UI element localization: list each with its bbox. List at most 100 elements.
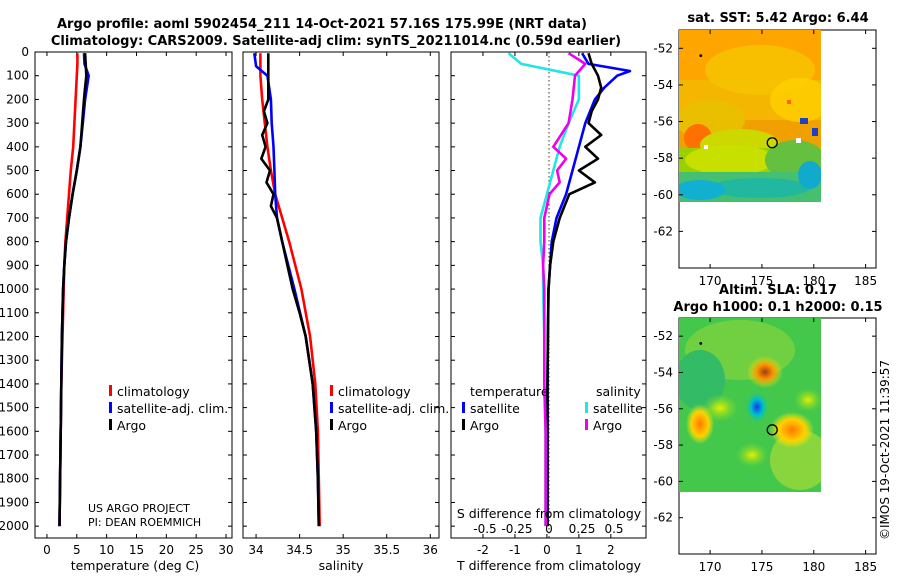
map-y-label: -60 (653, 188, 673, 202)
sst-map-title: sat. SST: 5.42 Argo: 6.44 (687, 11, 868, 26)
map-x-label: 185 (854, 560, 877, 574)
legend-swatch-satellite (109, 402, 112, 413)
sst-map: sat. SST: 5.42 Argo: 6.44 170 175 180 185 -5… (653, 11, 877, 288)
y-tick-label: 1800 (0, 472, 29, 486)
y-tick-label: 1300 (0, 353, 29, 367)
map-y-label: -52 (653, 41, 673, 55)
y-tick-label: 1500 (0, 401, 29, 415)
series-argo (259, 53, 321, 527)
y-tick-label: 1900 (0, 495, 29, 509)
legend-temperature-title: temperature (470, 384, 549, 399)
s-tick-05: 0.5 (604, 522, 623, 536)
series-salinity-argo (541, 52, 587, 527)
difference-lines (507, 52, 632, 527)
legend3-t-argo: Argo (470, 418, 499, 433)
sla-map-ticks: 170 175 180 185 -52 -54 -56 -58 -60 -62 (653, 318, 877, 574)
y-tick-label: 1000 (0, 282, 29, 296)
y-tick-label: 0 (21, 45, 29, 59)
map-y-label: -60 (653, 474, 673, 488)
sla-float-marker (766, 424, 778, 436)
legend3-t-satellite: satellite (470, 401, 520, 416)
y-tick-label: 700 (6, 211, 29, 225)
x-tick-label: 35 (336, 543, 351, 557)
x-tick-label: 10 (99, 543, 114, 557)
y-tick-label: 900 (6, 258, 29, 272)
salinity-panel: 34 34.5 35 35.5 36 salinity climatology sate… (242, 51, 449, 573)
temperature-panel: 0 5 10 15 20 25 30 010020030040050060070080090… (0, 45, 646, 573)
salinity-axes (242, 51, 440, 539)
difference-x-ticks: -2 -1 0 1 2 (477, 52, 615, 557)
x-tick-label: 34.5 (286, 543, 313, 557)
legend2-satellite: satellite-adj. clim. (338, 401, 449, 416)
y-tick-label: 1400 (0, 377, 29, 391)
y-tick-label: 1200 (0, 329, 29, 343)
difference-axes (450, 51, 647, 539)
series-temperature-argo (546, 52, 603, 527)
difference-panel: -2 -1 0 1 2 T difference from climatology S … (450, 51, 647, 573)
x-tick-label: 0 (43, 543, 51, 557)
x-tick-label: 2 (607, 543, 615, 557)
y-tick-label: 1100 (0, 306, 29, 320)
x-tick-label: 0 (543, 543, 551, 557)
sst-map-ticks: 170 175 180 185 -52 -54 -56 -58 -60 -62 (653, 30, 877, 288)
x-tick-label: 30 (218, 543, 233, 557)
legend-argo: Argo (117, 418, 146, 433)
y-tick-label: 800 (6, 235, 29, 249)
legend2-argo: Argo (338, 418, 367, 433)
sst-float-marker (766, 137, 778, 149)
map-x-label: 180 (802, 560, 825, 574)
sla-prior-position (699, 342, 703, 345)
legend-salinity-title: salinity (596, 384, 641, 399)
salinity-lines (253, 53, 321, 527)
map-y-label: -62 (653, 224, 673, 238)
legend2-swatch-satellite (330, 402, 333, 413)
x-tick-label: 15 (129, 543, 144, 557)
map-x-label: 175 (750, 560, 773, 574)
map-x-label: 170 (699, 274, 722, 288)
x-tick-label: 20 (159, 543, 174, 557)
map-x-label: 185 (854, 274, 877, 288)
map-x-label: 180 (802, 274, 825, 288)
s-tick-m05: -0.5 (473, 522, 496, 536)
difference-xlabel: T difference from climatology (456, 558, 642, 573)
legend3-swatch-s-argo (585, 419, 588, 430)
map-y-label: -52 (653, 329, 673, 343)
s-tick-0: 0 (545, 522, 553, 536)
x-tick-label: 36 (423, 543, 438, 557)
x-tick-label: -2 (477, 543, 489, 557)
map-y-label: -58 (653, 151, 673, 165)
legend2-swatch-climatology (330, 385, 333, 396)
map-y-label: -54 (653, 78, 673, 92)
legend3-s-satellite: satellite (593, 401, 643, 416)
sla-map-title-2: Argo h1000: 0.1 h2000: 0.15 (673, 300, 882, 315)
title-line-2: Climatology: CARS2009. Satellite-adj cli… (51, 34, 621, 49)
legend2-swatch-argo (330, 419, 333, 430)
x-tick-label: -1 (509, 543, 521, 557)
y-tick-label: 1600 (0, 424, 29, 438)
x-tick-label: 34 (248, 543, 263, 557)
sla-field (679, 318, 821, 492)
y-tick-label: 500 (6, 164, 29, 178)
x-tick-label: 1 (575, 543, 583, 557)
temperature-axes (34, 51, 233, 539)
map-x-label: 175 (750, 274, 773, 288)
project-label: US ARGO PROJECT (88, 502, 190, 515)
x-tick-label: 5 (73, 543, 81, 557)
legend3-swatch-t-argo (462, 419, 465, 430)
map-y-label: -62 (653, 511, 673, 525)
sst-prior-position (699, 54, 703, 58)
legend3-s-argo: Argo (593, 418, 622, 433)
temperature-lines (58, 53, 90, 527)
y-tick-label: 300 (6, 116, 29, 130)
title-line-1: Argo profile: aoml 5902454_211 14-Oct-20… (57, 17, 587, 32)
legend-swatch-climatology (109, 385, 112, 396)
y-tick-label: 2000 (0, 519, 29, 533)
legend-climatology: climatology (117, 384, 190, 399)
salinity-xlabel: salinity (319, 558, 364, 573)
temperature-x-ticks: 0 5 10 15 20 25 30 (43, 52, 234, 557)
map-y-label: -54 (653, 365, 673, 379)
y-tick-label: 400 (6, 140, 29, 154)
legend-swatch-argo (109, 419, 112, 430)
legend3-swatch-t-satellite (462, 402, 465, 413)
